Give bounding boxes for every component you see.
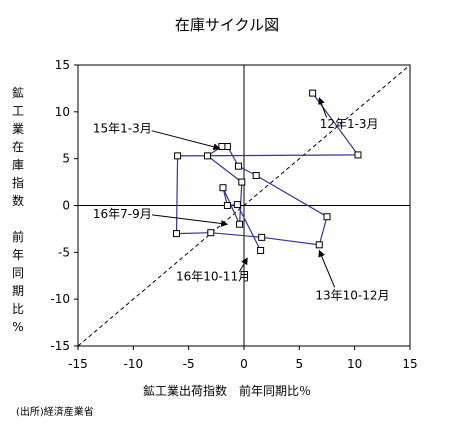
y-tick-label: -10 [50, 292, 70, 306]
annotation-label: 12年1-3月 [320, 117, 379, 131]
data-point [236, 220, 244, 228]
data-point [223, 202, 231, 209]
x-tick-label: 10 [347, 357, 362, 371]
annotation-label: 15年1-3月 [93, 122, 152, 136]
annotation-arrow [238, 257, 248, 273]
y-axis-label: 鉱 工 業 在 庫 指 数 前 年 同 期 比 % [10, 84, 26, 336]
data-point [174, 152, 182, 160]
y-axis-label-char: 工 [11, 104, 24, 118]
annotation-label: 16年10-11月 [176, 270, 250, 284]
y-axis-label-char: 数 [11, 194, 24, 208]
x-tick-label: -5 [183, 357, 195, 371]
reference-line-45deg [77, 64, 411, 347]
y-axis-label-char: 業 [11, 122, 24, 136]
annotation-label: 16年7-9月 [93, 207, 152, 221]
source-note: (出所)経済産業省 [16, 407, 94, 418]
data-point [323, 213, 331, 221]
y-axis-label-char: 同 [11, 266, 24, 280]
y-axis-label-char: 比 [11, 302, 24, 316]
x-tick-label: -10 [124, 357, 144, 371]
data-point [257, 246, 265, 254]
y-axis-label-char: 鉱 [11, 86, 24, 100]
annotation-arrow [318, 249, 336, 288]
data-point [238, 178, 246, 186]
data-point [258, 233, 266, 241]
data-point [309, 89, 317, 97]
data-point [219, 184, 227, 192]
data-point [315, 241, 323, 249]
data-point [252, 172, 260, 180]
data-point [172, 230, 180, 238]
annotation-label: 13年10-12月 [315, 288, 389, 302]
data-point [218, 142, 226, 150]
y-axis-label-char: 期 [11, 284, 24, 298]
data-point [234, 162, 242, 170]
y-axis-label-char: % [12, 320, 24, 334]
x-tick-label: 0 [240, 357, 248, 371]
x-tick-label: 15 [402, 357, 417, 371]
y-axis-label-char: 年 [11, 248, 24, 262]
annotation-arrow [318, 97, 328, 118]
x-tick-label: -15 [68, 357, 88, 371]
y-tick-label: -5 [58, 245, 70, 259]
data-point [233, 201, 241, 209]
data-point [354, 151, 362, 159]
y-axis-label-char: 在 [11, 140, 24, 154]
y-axis-label-char: 庫 [11, 158, 24, 172]
y-axis-label-char: 指 [11, 176, 24, 190]
y-tick-label: 5 [62, 152, 70, 166]
y-tick-label: -15 [50, 339, 70, 353]
data-point [203, 152, 211, 160]
annotation-arrow [151, 130, 221, 151]
chart-title: 在庫サイクル図 [174, 16, 280, 34]
data-point [207, 229, 215, 237]
y-tick-label: 15 [55, 58, 70, 72]
x-tick-label: 5 [296, 357, 304, 371]
y-tick-label: 10 [55, 105, 70, 119]
y-tick-label: 0 [62, 199, 70, 213]
y-axis-label-char: 前 [11, 230, 24, 244]
x-axis-label: 鉱工業出荷指数 前年同期比％ [142, 384, 311, 398]
annotation-arrow [152, 214, 229, 227]
